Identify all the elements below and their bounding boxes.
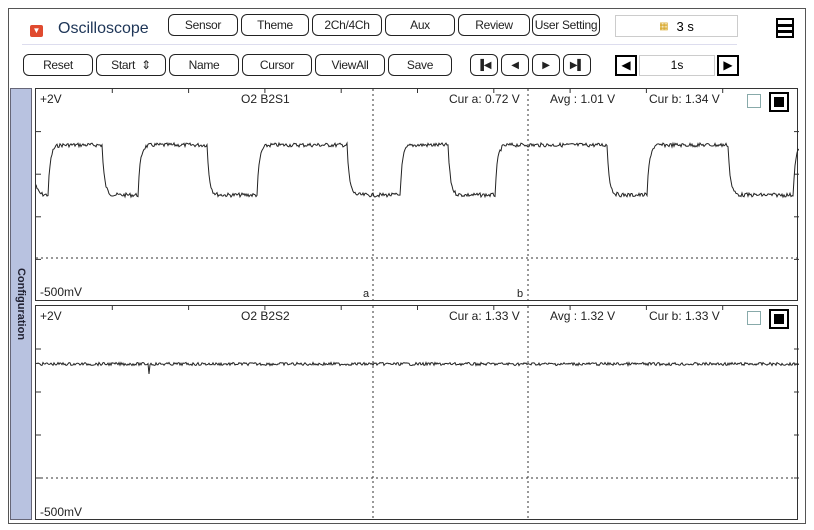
ch1-checkbox[interactable] xyxy=(747,94,761,108)
aux-button[interactable]: Aux xyxy=(385,14,455,36)
ch2-color-toggle[interactable] xyxy=(769,309,789,329)
record-time-display: ▦ 3 s xyxy=(615,15,738,37)
cursor-button[interactable]: Cursor xyxy=(242,54,312,76)
last-icon[interactable]: ▶▌ xyxy=(563,54,591,76)
channel-1-graph xyxy=(36,89,799,302)
ch2-name: O2 B2S2 xyxy=(241,309,290,323)
divider xyxy=(22,44,737,45)
ch1-max-label: +2V xyxy=(40,92,62,106)
ch1-name: O2 B2S1 xyxy=(241,92,290,106)
name-button[interactable]: Name xyxy=(169,54,239,76)
updown-icon: ⇕ xyxy=(141,58,151,72)
app-title: Oscilloscope xyxy=(58,20,149,37)
ch2-checkbox[interactable] xyxy=(747,311,761,325)
cursor-b-label[interactable]: b xyxy=(517,288,524,300)
save-button[interactable]: Save xyxy=(388,54,452,76)
viewall-button[interactable]: ViewAll xyxy=(315,54,385,76)
ch1-waveform xyxy=(36,141,799,199)
start-label: Start xyxy=(111,58,135,72)
ch1-avg: Avg : 1.01 V xyxy=(550,92,616,106)
record-time: 3 s xyxy=(676,18,694,34)
first-icon[interactable]: ▐◀ xyxy=(470,54,498,76)
record-icon: ▦ xyxy=(659,20,669,32)
ch1-cur-a: Cur a: 0.72 V xyxy=(449,92,520,106)
ch2-min-label: -500mV xyxy=(40,505,83,519)
timebase-field[interactable]: 1s xyxy=(639,55,715,76)
ch2-waveform xyxy=(36,361,799,375)
channel-1-plot[interactable]: +2V O2 B2S1 Cur a: 0.72 V Avg : 1.01 V C… xyxy=(35,88,799,302)
next-icon[interactable]: ▶ xyxy=(532,54,560,76)
ch2-avg: Avg : 1.32 V xyxy=(550,309,616,323)
timebase-decrease-icon[interactable]: ◀ xyxy=(615,55,637,76)
timebase-increase-icon[interactable]: ▶ xyxy=(717,55,739,76)
sensor-button[interactable]: Sensor xyxy=(168,14,238,36)
ch1-color-toggle[interactable] xyxy=(769,92,789,112)
review-button[interactable]: Review xyxy=(458,14,530,36)
ch1-min-label: -500mV xyxy=(40,285,83,299)
menu-dropdown-icon[interactable]: ▼ xyxy=(30,25,43,37)
prev-icon[interactable]: ◀ xyxy=(501,54,529,76)
ch2-max-label: +2V xyxy=(40,309,62,323)
ch2-cur-a: Cur a: 1.33 V xyxy=(449,309,520,323)
configuration-panel-tab[interactable]: Configuration xyxy=(10,88,32,520)
theme-button[interactable]: Theme xyxy=(241,14,309,36)
reset-button[interactable]: Reset xyxy=(23,54,93,76)
ch2-cur-b: Cur b: 1.33 V xyxy=(649,309,720,323)
start-button[interactable]: Start ⇕ xyxy=(96,54,166,76)
cursor-a-label[interactable]: a xyxy=(363,288,370,300)
layout-toggle-icon[interactable] xyxy=(776,18,794,38)
user-setting-button[interactable]: User Setting xyxy=(532,14,600,36)
channel-2-plot[interactable]: +2V O2 B2S2 Cur a: 1.33 V Avg : 1.32 V C… xyxy=(35,305,799,521)
channel-mode-button[interactable]: 2Ch/4Ch xyxy=(312,14,382,36)
ch1-cur-b: Cur b: 1.34 V xyxy=(649,92,720,106)
configuration-label: Configuration xyxy=(15,267,27,341)
channel-2-graph xyxy=(36,306,799,521)
